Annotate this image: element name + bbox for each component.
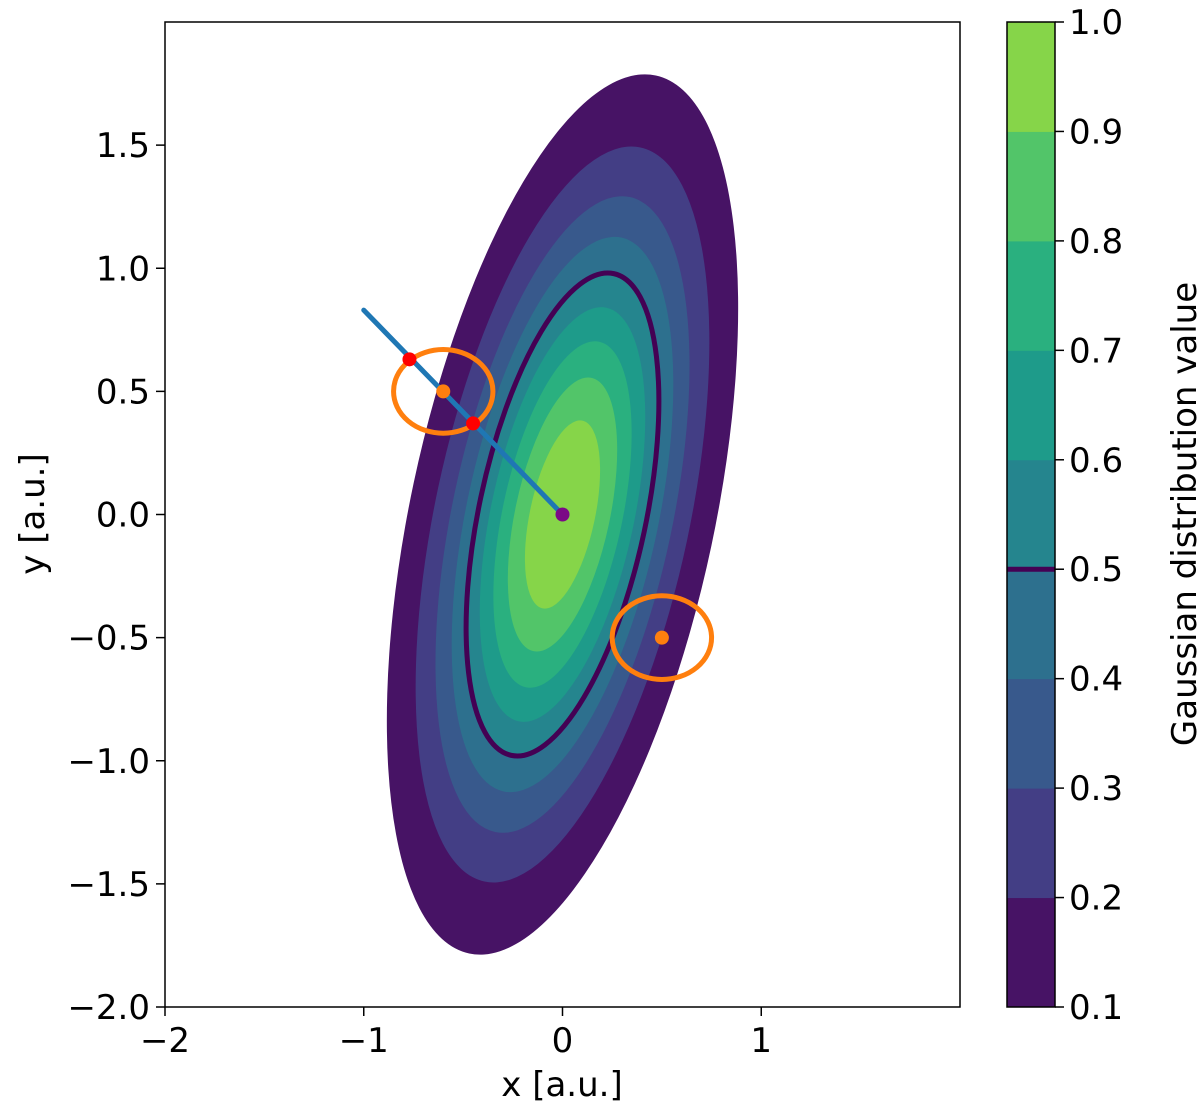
colorbar-tick-label: 0.2 [1069, 879, 1123, 919]
colorbar-band-0.7 [1007, 240, 1055, 351]
colorbar-frame [1006, 21, 1056, 1008]
orange-point-1 [436, 384, 451, 399]
colorbar-band-0.3 [1007, 678, 1055, 789]
y-tick-label: −1.5 [67, 865, 150, 905]
colorbar-tick-label: 1.0 [1069, 3, 1123, 43]
y-tick-label: 0.5 [96, 372, 150, 412]
colorbar-band-0.8 [1007, 131, 1055, 242]
center-point [555, 507, 570, 522]
colorbar-band-0.1 [1007, 897, 1055, 1008]
colorbar-tick-label: 0.3 [1069, 769, 1123, 809]
x-axis-ticks: −2 −1 0 1 [140, 1007, 772, 1061]
blue-line [361, 307, 565, 517]
overlay-marks [361, 270, 715, 759]
colorbar-label: Gaussian distribution value [1165, 282, 1200, 746]
colorbar-band-0.9 [1007, 22, 1055, 132]
y-tick-label: 1.5 [96, 126, 150, 166]
colorbar-tick-label: 0.8 [1069, 222, 1123, 262]
colorbar-ticks: 0.1 0.2 0.3 0.4 0.5 0.6 0.7 0.8 0.9 1.0 [1055, 3, 1123, 1028]
x-tick-label: 0 [552, 1021, 574, 1061]
x-tick-label: 1 [750, 1021, 772, 1061]
half-max-contour [463, 270, 662, 759]
y-tick-label: −0.5 [67, 619, 150, 659]
colorbar-tick-label: 0.1 [1069, 988, 1123, 1028]
y-tick-label: 1.0 [96, 249, 150, 289]
colorbar-band-0.5 [1007, 459, 1055, 570]
colorbar-tick-label: 0.5 [1069, 550, 1123, 590]
y-tick-label: 0.0 [96, 496, 150, 536]
colorbar-band-0.4 [1007, 569, 1055, 680]
x-tick-label: −2 [140, 1021, 190, 1061]
colorbar-tick-label: 0.7 [1069, 331, 1123, 371]
y-tick-label: −1.0 [67, 742, 150, 782]
y-axis-ticks: −2.0 −1.5 −1.0 −0.5 0.0 0.5 1.0 1.5 [67, 126, 165, 1028]
y-axis-label: y [a.u.] [13, 453, 53, 574]
colorbar [1006, 21, 1056, 1008]
x-tick-label: −1 [339, 1021, 389, 1061]
x-axis-label: x [a.u.] [501, 1065, 622, 1105]
y-tick-label: −2.0 [67, 988, 150, 1028]
colorbar-tick-label: 0.6 [1069, 441, 1123, 481]
colorbar-tick-label: 0.9 [1069, 112, 1123, 152]
colorbar-band-0.6 [1007, 350, 1055, 461]
orange-circle-2 [609, 593, 715, 682]
orange-point-2 [654, 630, 669, 645]
colorbar-band-0.2 [1007, 788, 1055, 899]
intersection-point-1 [402, 352, 417, 367]
intersection-point-2 [466, 416, 481, 431]
orange-circle-1 [391, 347, 496, 436]
colorbar-tick-label: 0.4 [1069, 660, 1123, 700]
